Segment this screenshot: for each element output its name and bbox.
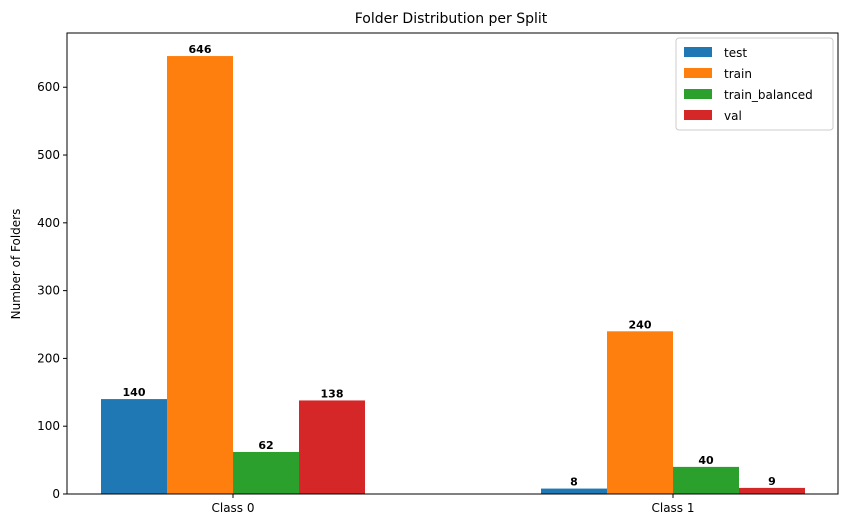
y-tick-label: 100	[37, 419, 60, 433]
legend-label-test: test	[724, 46, 747, 60]
x-tick-label: Class 1	[651, 501, 694, 515]
legend-label-train: train	[724, 67, 752, 81]
y-tick-label: 400	[37, 216, 60, 230]
bar-val-0	[299, 400, 365, 494]
bar-test-1	[541, 488, 607, 494]
legend-swatch-train	[684, 68, 712, 78]
legend-label-train_balanced: train_balanced	[724, 88, 813, 102]
bar-value-label: 138	[321, 387, 344, 400]
bar-value-label: 62	[258, 439, 273, 452]
legend-swatch-val	[684, 110, 712, 120]
y-tick-label: 0	[52, 487, 60, 501]
bar-value-label: 140	[123, 386, 146, 399]
y-axis-label: Number of Folders	[9, 209, 23, 320]
bar-train-1	[607, 331, 673, 494]
bar-value-label: 240	[629, 318, 652, 331]
bar-val-1	[739, 487, 805, 494]
bar-train-0	[167, 56, 233, 495]
bar-train_balanced-1	[673, 466, 739, 494]
legend-swatch-train_balanced	[684, 89, 712, 99]
y-tick-label: 200	[37, 351, 60, 365]
plot-area: 140 8 646 240 62 40 138 9 0 100 200 300 400 500 600 Cla…	[37, 32, 839, 515]
bar-train_balanced-0	[233, 451, 299, 494]
y-tick-label: 300	[37, 284, 60, 298]
legend-swatch-test	[684, 47, 712, 57]
chart-title: Folder Distribution per Split	[355, 11, 548, 27]
bar-test-0	[101, 399, 167, 494]
y-tick-label: 600	[37, 80, 60, 94]
legend-box	[675, 37, 834, 131]
legend-label-val: val	[724, 109, 742, 123]
bar-value-label: 8	[570, 476, 578, 489]
bar-value-label: 40	[698, 454, 714, 467]
plot-frame	[66, 32, 839, 495]
bar-value-label: 9	[768, 475, 776, 488]
x-tick-label: Class 0	[211, 501, 254, 515]
y-tick-label: 500	[37, 148, 60, 162]
bar-value-label: 646	[189, 43, 212, 56]
